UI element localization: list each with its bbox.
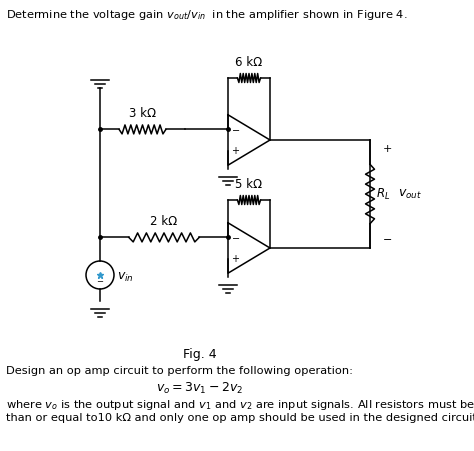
Text: than or equal to10 kΩ and only one op amp should be used in the designed circuit: than or equal to10 kΩ and only one op am…: [6, 413, 474, 423]
Text: $v_o = 3v_1 - 2v_2$: $v_o = 3v_1 - 2v_2$: [156, 381, 244, 396]
Text: $-$: $-$: [382, 233, 392, 243]
Text: $-$: $-$: [231, 232, 241, 243]
Text: $-$: $-$: [96, 276, 104, 285]
Text: $+$: $+$: [231, 145, 240, 156]
Text: where $v_o$ is the output signal and $v_1$ and $v_2$ are input signals. All resi: where $v_o$ is the output signal and $v_…: [6, 398, 474, 412]
Text: Design an op amp circuit to perform the following operation:: Design an op amp circuit to perform the …: [6, 366, 353, 376]
Text: 2 kΩ: 2 kΩ: [150, 216, 178, 228]
Text: $R_L$: $R_L$: [376, 186, 390, 202]
Text: 3 kΩ: 3 kΩ: [129, 107, 156, 120]
Text: $+$: $+$: [382, 143, 392, 153]
Text: 5 kΩ: 5 kΩ: [236, 178, 263, 191]
Text: $+$: $+$: [231, 253, 240, 264]
Text: Determine the voltage gain $v_{out}$/$v_{in}$  in the amplifier shown in Figure : Determine the voltage gain $v_{out}$/$v_…: [6, 8, 408, 22]
Text: $v_{out}$: $v_{out}$: [398, 188, 422, 201]
Text: Fig. 4: Fig. 4: [183, 348, 217, 361]
Text: $v_{in}$: $v_{in}$: [117, 271, 134, 284]
Text: $-$: $-$: [231, 124, 241, 134]
Text: 6 kΩ: 6 kΩ: [236, 56, 263, 69]
